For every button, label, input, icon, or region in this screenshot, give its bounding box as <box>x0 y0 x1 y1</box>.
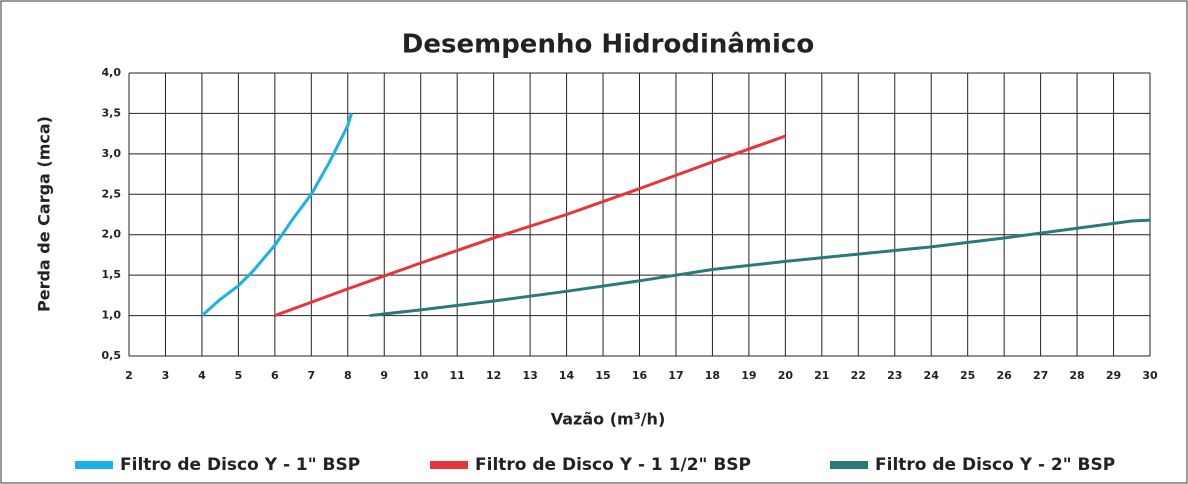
x-tick-label: 12 <box>486 369 501 382</box>
x-tick-label: 25 <box>960 369 975 382</box>
x-tick-label: 29 <box>1106 369 1121 382</box>
y-axis-label: Perda de Carga (mca) <box>35 116 54 312</box>
legend-swatch <box>430 461 468 469</box>
x-tick-label: 7 <box>307 369 315 382</box>
x-tick-label: 3 <box>162 369 170 382</box>
x-tick-label: 30 <box>1142 369 1158 382</box>
x-tick-label: 2 <box>125 369 133 382</box>
x-tick-label: 18 <box>705 369 720 382</box>
y-tick-label: 3,0 <box>102 147 122 160</box>
y-tick-label: 2,5 <box>102 187 122 200</box>
x-tick-label: 6 <box>271 369 279 382</box>
x-tick-label: 19 <box>741 369 756 382</box>
x-tick-label: 15 <box>595 369 610 382</box>
series-line <box>274 134 786 317</box>
legend-swatch <box>830 461 868 469</box>
legend-label: Filtro de Disco Y - 2" BSP <box>875 455 1115 475</box>
x-tick-label: 21 <box>814 369 829 382</box>
legend-label: Filtro de Disco Y - 1" BSP <box>120 455 360 475</box>
x-tick-label: 26 <box>996 369 1012 382</box>
legend-label: Filtro de Disco Y - 1 1/2" BSP <box>475 455 751 475</box>
series-line <box>369 218 1151 318</box>
y-tick-label: 4,0 <box>102 66 122 79</box>
x-tick-label: 22 <box>851 369 866 382</box>
y-tick-label: 0,5 <box>102 349 122 362</box>
series-line <box>200 112 353 317</box>
x-tick-label: 8 <box>344 369 352 382</box>
x-tick-label: 24 <box>924 369 940 382</box>
x-tick-label: 10 <box>413 369 429 382</box>
chart-title: Desempenho Hidrodinâmico <box>402 30 814 60</box>
legend-swatch <box>75 461 113 469</box>
x-tick-label: 17 <box>668 369 683 382</box>
x-tick-label: 23 <box>887 369 902 382</box>
x-tick-label: 9 <box>380 369 388 382</box>
y-tick-label: 2,0 <box>102 228 122 241</box>
y-tick-label: 3,5 <box>102 106 122 119</box>
x-tick-label: 5 <box>235 369 243 382</box>
x-tick-label: 11 <box>450 369 465 382</box>
x-tick-label: 13 <box>522 369 537 382</box>
x-tick-label: 4 <box>198 369 206 382</box>
x-tick-label: 28 <box>1069 369 1084 382</box>
x-axis-label: Vazão (m³/h) <box>551 410 666 429</box>
x-tick-label: 16 <box>632 369 648 382</box>
x-tick-label: 27 <box>1033 369 1048 382</box>
y-tick-label: 1,5 <box>102 268 122 281</box>
y-tick-label: 1,0 <box>102 309 122 322</box>
x-tick-label: 20 <box>778 369 794 382</box>
x-tick-label: 14 <box>559 369 575 382</box>
